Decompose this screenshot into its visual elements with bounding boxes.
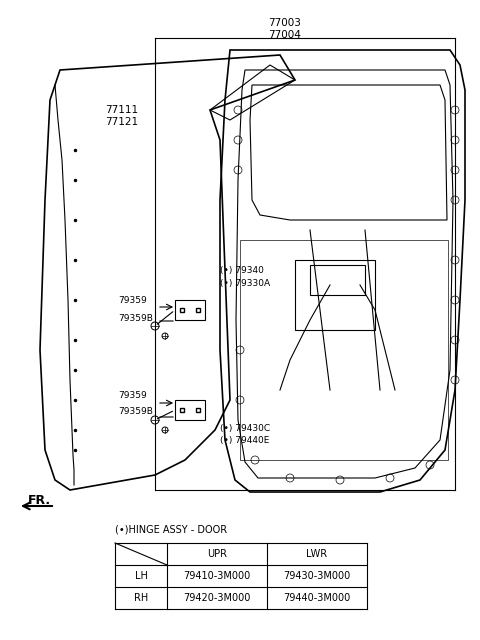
Text: 79359B: 79359B [118,314,153,323]
Text: UPR: UPR [207,549,227,559]
Bar [310,265,365,295]
Text: 77111
77121: 77111 77121 [105,105,138,127]
Text: LH: LH [134,571,147,581]
Text: FR.: FR. [28,493,51,506]
Text: 79430-3M000: 79430-3M000 [283,571,350,581]
Text: 79410-3M000: 79410-3M000 [183,571,251,581]
Text: (•) 79340: (•) 79340 [220,266,264,275]
Text: RH: RH [134,593,148,603]
Text: 79420-3M000: 79420-3M000 [183,593,251,603]
Bar [295,260,375,330]
Text: (•)HINGE ASSY - DOOR: (•)HINGE ASSY - DOOR [115,525,227,535]
Bar [175,300,205,320]
Text: 79359: 79359 [118,296,147,305]
Text: 79440-3M000: 79440-3M000 [283,593,350,603]
Bar [175,400,205,420]
Text: LWR: LWR [306,549,327,559]
Text: 77003
77004: 77003 77004 [269,18,301,40]
Text: (•) 79430C: (•) 79430C [220,424,270,433]
Text: (•) 79330A: (•) 79330A [220,278,270,287]
Text: 79359B: 79359B [118,408,153,417]
Text: (•) 79440E: (•) 79440E [220,436,269,445]
Text: 79359: 79359 [118,392,147,401]
